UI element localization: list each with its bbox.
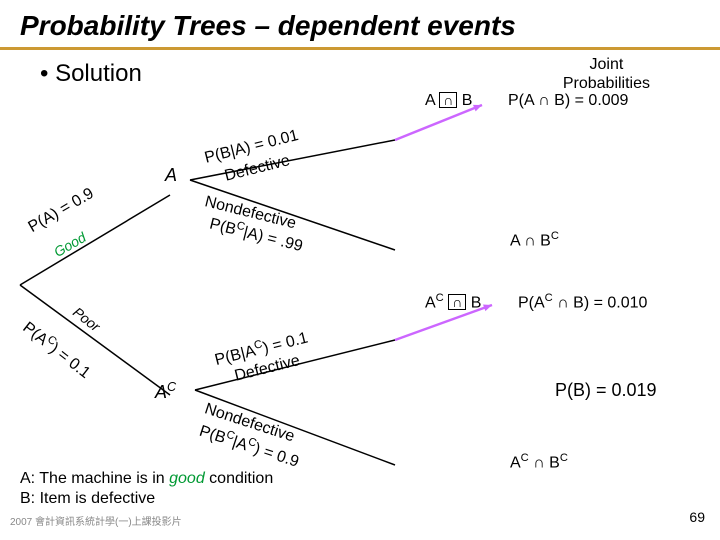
joint-header-line1: Joint: [590, 56, 624, 73]
joint-header-line2: Probabilities: [563, 75, 650, 92]
outcome-A-Bc: A ∩ BC: [510, 230, 559, 250]
event-A-tail: condition: [209, 470, 273, 487]
node-A-label: A: [165, 165, 177, 186]
event-A-text: A: The machine is in: [20, 470, 165, 487]
bullet-text: Solution: [55, 60, 142, 87]
intersect-icon: ∩: [448, 294, 466, 310]
joint-Ac-B: P(AC ∩ B) = 0.010: [518, 292, 647, 312]
page-number: 69: [689, 509, 705, 525]
outcome-A-B: A ∩ B: [425, 92, 472, 110]
outcome-Ac-Bc: AC ∩ BC: [510, 452, 568, 472]
joint-header: Joint Probabilities: [563, 55, 650, 93]
slide-title: Probability Trees – dependent events: [20, 10, 700, 42]
bullet-solution: • Solution: [40, 60, 142, 88]
footer-stamp: 2007 會計資訊系統計學(一)上課投影片: [10, 513, 182, 528]
event-A-def: A: The machine is in good condition: [20, 470, 273, 488]
node-Ac-label: AC: [155, 380, 176, 403]
tree-lines: [0, 50, 720, 530]
title-bar: Probability Trees – dependent events: [0, 0, 720, 50]
outcome-Ac-B: AC ∩ B: [425, 292, 481, 312]
joint-A-B: P(A ∩ B) = 0.009: [508, 92, 628, 110]
event-B-def: B: Item is defective: [20, 490, 155, 508]
content-area: • Solution Joint Probabilities P(A) = 0.…: [0, 50, 720, 530]
event-A-good: good: [169, 470, 205, 487]
intersect-icon: ∩: [439, 92, 457, 108]
total-prob: P(B) = 0.019: [555, 380, 657, 401]
